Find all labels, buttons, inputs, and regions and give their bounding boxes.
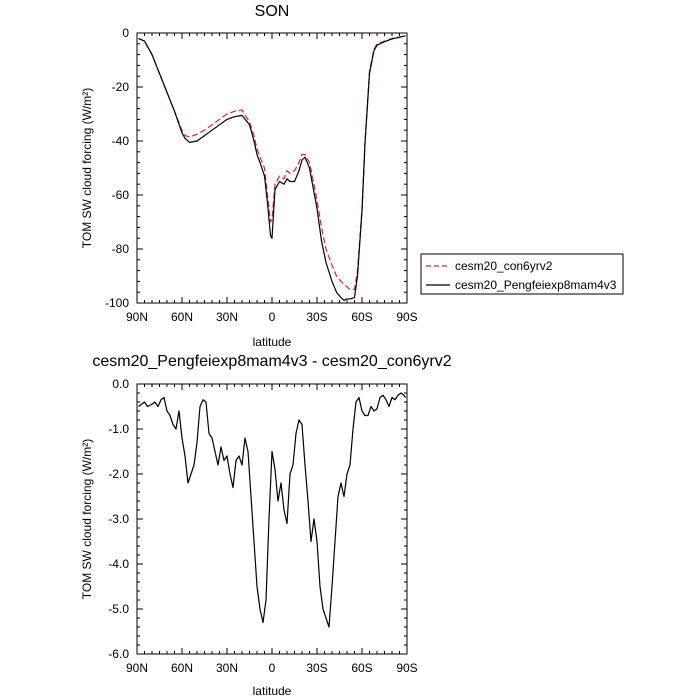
series-lines: [138, 35, 406, 301]
y-tick-label: -80: [112, 242, 130, 256]
y-tick-label: -3.0: [108, 512, 129, 526]
chart-title: SON: [255, 3, 290, 20]
plot-frame: [136, 383, 408, 655]
x-axis-label: latitude: [253, 684, 292, 698]
panel-son: SON 90N 60N 30N 0 30S 60S 90S 0 -20 -40 -60 -80 -10…: [80, 3, 418, 349]
series-line-0: [138, 392, 406, 628]
y-tick-label: -40: [112, 134, 130, 148]
x-tick-label: 90N: [126, 310, 148, 324]
x-tick-label: 0: [269, 310, 276, 324]
y-tick-label: -20: [112, 80, 130, 94]
x-tick-label: 30N: [216, 661, 238, 675]
tick-marks: [136, 32, 408, 304]
x-tick-label: 60N: [171, 310, 193, 324]
y-tick-label: -100: [105, 296, 129, 310]
y-tick-label: -4.0: [108, 557, 129, 571]
legend-entry: cesm20_Pengfeiexp8mam4v3: [455, 278, 617, 292]
y-tick-label: -1.0: [108, 422, 129, 436]
y-axis-label: TOM SW cloud forcing (W/m²): [80, 88, 94, 248]
y-tick-label: 0.0: [112, 377, 129, 391]
y-tick-label: 0: [122, 26, 129, 40]
x-tick-label: 60S: [351, 661, 372, 675]
y-tick-label: -60: [112, 188, 130, 202]
y-tick-label: -5.0: [108, 602, 129, 616]
x-tick-label: 0: [269, 661, 276, 675]
y-tick-label: -6.0: [108, 647, 129, 661]
y-tick-labels: 0 -20 -40 -60 -80 -100: [105, 26, 129, 310]
x-tick-label: 90S: [396, 661, 417, 675]
legend: cesm20_con6yrv2 cesm20_Pengfeiexp8mam4v3: [420, 253, 624, 295]
x-tick-labels: 90N 60N 30N 0 30S 60S 90S: [126, 310, 418, 324]
panel-difference: cesm20_Pengfeiexp8mam4v3 - cesm20_con6yr…: [80, 353, 452, 698]
y-tick-label: -2.0: [108, 467, 129, 481]
series-lines: [138, 392, 406, 628]
x-tick-label: 30S: [306, 310, 327, 324]
y-tick-labels: 0.0 -1.0 -2.0 -3.0 -4.0 -5.0 -6.0: [108, 377, 129, 661]
x-tick-label: 60N: [171, 661, 193, 675]
x-tick-label: 30N: [216, 310, 238, 324]
legend-box: [420, 253, 624, 295]
y-axis-label: TOM SW cloud forcing (W/m²): [80, 439, 94, 599]
legend-entry: cesm20_con6yrv2: [455, 259, 553, 273]
series-line-1: [138, 35, 406, 301]
x-tick-label: 90N: [126, 661, 148, 675]
x-tick-labels: 90N 60N 30N 0 30S 60S 90S: [126, 661, 418, 675]
x-tick-label: 60S: [351, 310, 372, 324]
tick-marks: [136, 383, 408, 655]
x-tick-label: 90S: [396, 310, 417, 324]
x-axis-label: latitude: [253, 335, 292, 349]
series-line-0: [138, 35, 406, 291]
plot-frame: [136, 32, 408, 304]
chart-title: cesm20_Pengfeiexp8mam4v3 - cesm20_con6yr…: [92, 353, 451, 370]
x-tick-label: 30S: [306, 661, 327, 675]
